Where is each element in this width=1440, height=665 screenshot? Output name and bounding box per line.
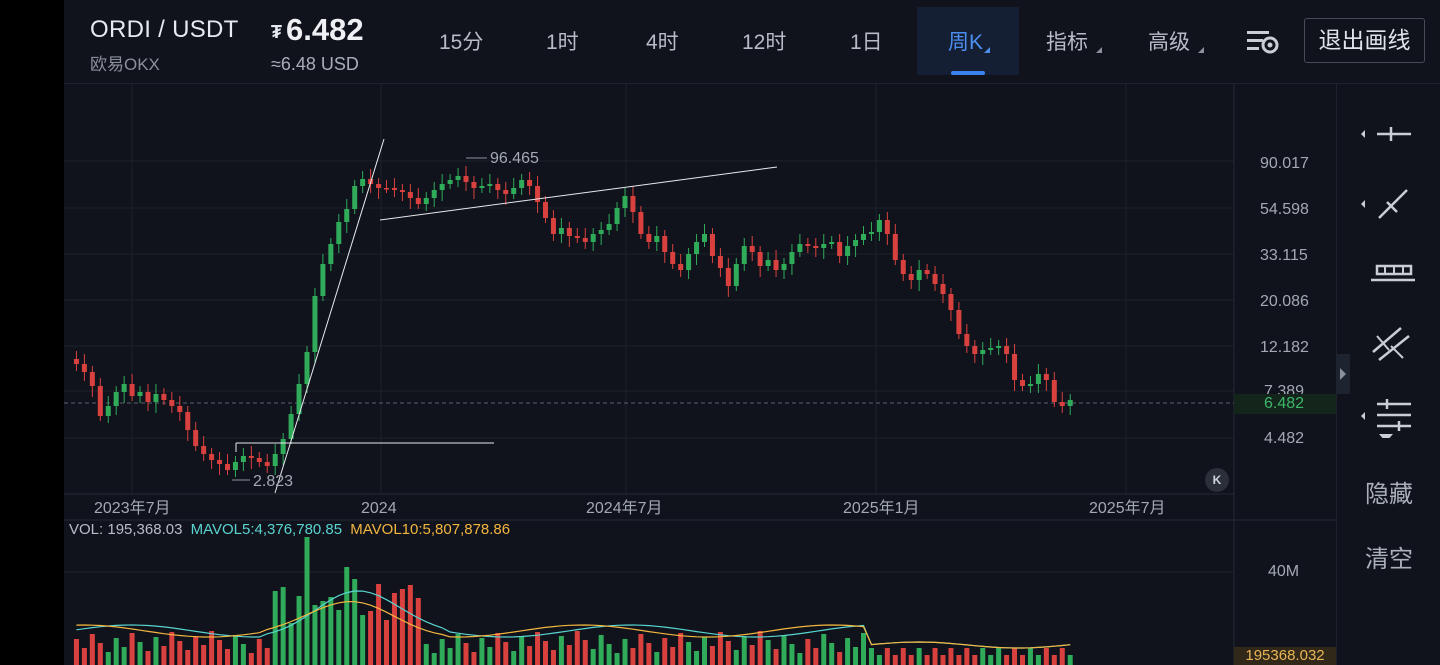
advanced-dropdown-icon (1198, 47, 1204, 53)
tab-indicators[interactable]: 指标 (1046, 31, 1088, 54)
tab-1h[interactable]: 1时 (546, 31, 579, 54)
horizontal-line-icon[interactable] (1355, 112, 1421, 156)
fibonacci-icon[interactable] (1355, 394, 1421, 438)
settings-sliders-icon[interactable] (1246, 28, 1280, 56)
price-tick: 20.086 (1260, 293, 1309, 310)
trend-line-icon[interactable] (1355, 182, 1421, 226)
volume-axis-tick: 40M (1268, 563, 1300, 580)
price-usd: ≈6.48 USD (271, 54, 359, 74)
volume-bars (73, 537, 1073, 665)
mavol5-value: MAVOL5:4,376,780.85 (190, 521, 343, 538)
indicators-dropdown-icon (1096, 47, 1102, 53)
tab-advanced[interactable]: 高级 (1148, 31, 1190, 54)
pair-title[interactable]: ORDI / USDT (90, 16, 239, 43)
date-tick: 2025年7月 (1089, 499, 1166, 517)
price-axis: 90.017 54.598 33.115 20.086 12.182 7.389… (1260, 155, 1309, 447)
date-tick: 2024年7月 (586, 499, 663, 517)
scroll-to-latest-button[interactable]: K (1205, 468, 1229, 492)
last-price: 6.482 (286, 12, 364, 47)
horizontal-ray-icon[interactable] (1355, 250, 1421, 294)
drawing-toolbar: 隐藏 清空 (1336, 84, 1440, 665)
tab-4h[interactable]: 4时 (646, 31, 679, 54)
tab-1d[interactable]: 1日 (850, 31, 883, 54)
candlestick-chart[interactable]: 96.465 2.823 90.017 54.598 33.115 20.086… (64, 84, 1336, 665)
tab-12h[interactable]: 12时 (742, 31, 787, 54)
parallel-channel-icon[interactable] (1355, 322, 1421, 366)
price-tick: 12.182 (1260, 339, 1309, 356)
low-label: 2.823 (253, 473, 293, 490)
mavol10-value: MAVOL10:5,807,878.86 (350, 521, 511, 538)
tab-week[interactable]: 周K (948, 31, 984, 54)
price-tick: 33.115 (1260, 247, 1308, 264)
high-label: 96.465 (490, 150, 539, 167)
active-tab-bg (917, 7, 1019, 75)
clear-drawings-button[interactable]: 清空 (1365, 546, 1413, 573)
price-currency-symbol: ₮ (271, 22, 282, 42)
toolbar-expand-icon[interactable] (1336, 354, 1350, 394)
price-tick: 4.482 (1264, 430, 1304, 447)
date-tick: 2023年7月 (94, 499, 171, 517)
vol-value: VOL: 195,368.03 (69, 521, 183, 538)
hide-drawings-button[interactable]: 隐藏 (1365, 481, 1413, 508)
date-axis: 2023年7月 2024 2024年7月 2025年1月 2025年7月 (94, 499, 1166, 517)
exit-drawing-button[interactable]: 退出画线 (1304, 18, 1425, 63)
last-volume-tag: 195368.032 (1234, 647, 1336, 665)
date-tick: 2025年1月 (843, 499, 920, 517)
drawn-lines (235, 138, 778, 494)
exchange-name: 欧易OKX (90, 55, 160, 74)
active-tab-underline (951, 71, 985, 75)
price-tick: 54.598 (1260, 201, 1309, 218)
chart-labels: 96.465 2.823 (232, 150, 539, 490)
date-tick: 2024 (361, 500, 397, 517)
drawn-trend-line (274, 138, 385, 494)
current-price-tag: 6.482 (1234, 394, 1336, 414)
price-tick: 90.017 (1260, 155, 1309, 172)
candles (73, 166, 1073, 477)
chart-grid (64, 84, 1336, 665)
tab-week-dropdown-icon (984, 47, 990, 53)
header: ORDI / USDT 欧易OKX ₮ 6.482 ≈6.48 USD 15分 … (64, 0, 1440, 84)
chart-app: ORDI / USDT 欧易OKX ₮ 6.482 ≈6.48 USD 15分 … (64, 0, 1440, 665)
volume-legend: VOL: 195,368.03 MAVOL5:4,376,780.85 MAVO… (69, 521, 514, 538)
drawn-resistance-line (379, 166, 778, 221)
tab-15m[interactable]: 15分 (439, 31, 484, 54)
